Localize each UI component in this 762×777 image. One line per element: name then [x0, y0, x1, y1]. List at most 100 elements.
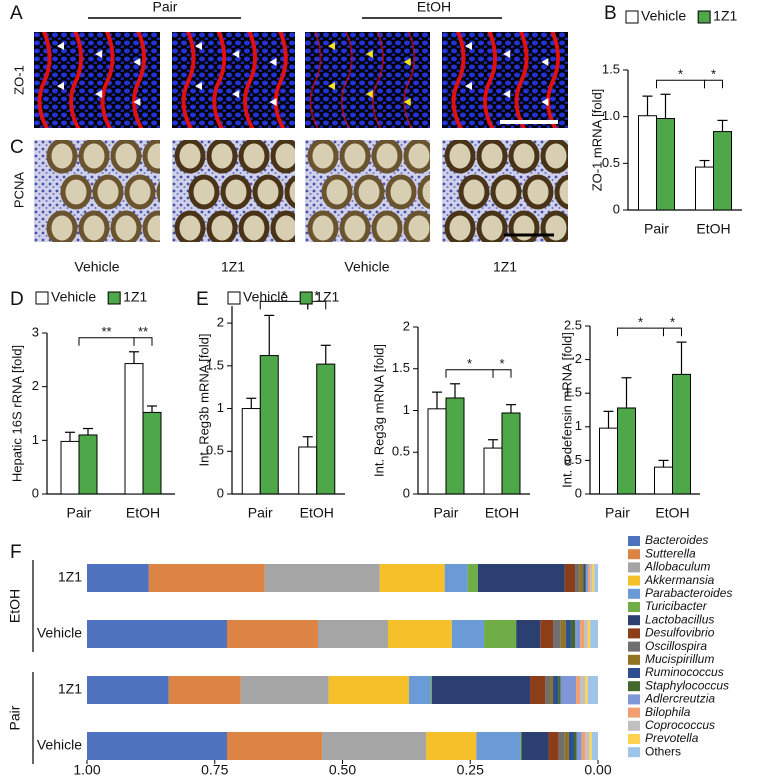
- row-label: 1Z1: [58, 569, 82, 585]
- y-tick-label: 0.5: [392, 444, 410, 459]
- crypt: [78, 210, 110, 242]
- significance-label: *: [499, 356, 504, 371]
- segment: [575, 620, 581, 648]
- crypt: [78, 140, 110, 174]
- stain-label: ZO-1: [11, 65, 26, 95]
- segment: [580, 676, 586, 704]
- legend-label: Staphylococcus: [645, 678, 729, 692]
- y-tick-label: 1.0: [602, 108, 620, 123]
- legend-label: 1Z1: [315, 289, 339, 305]
- segment: [570, 620, 576, 648]
- legend-swatch: [628, 694, 640, 705]
- legend-swatch: [628, 549, 640, 560]
- epithelium: [243, 32, 257, 128]
- bar: [142, 411, 162, 495]
- y-tick-label: 1: [217, 400, 224, 415]
- y-tick-label: 2: [32, 378, 39, 393]
- segment: [575, 564, 580, 592]
- segment: [585, 564, 587, 592]
- legend-label: Vehicle: [243, 289, 288, 305]
- arrowhead: [95, 50, 103, 58]
- y-tick-label: 1.5: [564, 385, 582, 400]
- crypt: [540, 140, 568, 174]
- arrowhead: [465, 42, 472, 50]
- segment: [87, 620, 228, 648]
- crypt: [270, 140, 295, 174]
- segment: [576, 732, 582, 760]
- segment: [558, 732, 565, 760]
- bar: [617, 407, 636, 495]
- segment: [264, 564, 380, 592]
- epithelium: [372, 32, 384, 128]
- arrowhead: [328, 42, 335, 50]
- crypt: [403, 210, 430, 242]
- y-axis-label: Int. Reg3g mRNA [fold]: [371, 344, 386, 477]
- x-tick-label: 0.50: [329, 762, 356, 777]
- legend-label: Mucispirillum: [645, 652, 714, 666]
- legend-label: 1Z1: [713, 8, 737, 24]
- segment: [379, 564, 445, 592]
- y-axis-label: Hepatic 16S rRNA [fold]: [9, 345, 24, 482]
- segment: [521, 732, 549, 760]
- legend-swatch: [628, 720, 640, 731]
- arrowhead: [195, 82, 202, 90]
- bar: [259, 355, 279, 495]
- x-tick-label: EtOH: [485, 505, 519, 521]
- arrowhead: [269, 58, 277, 66]
- segment: [227, 620, 318, 648]
- column-label: Vehicle: [74, 259, 119, 275]
- segment: [594, 564, 598, 592]
- y-tick-label: 2: [217, 315, 224, 330]
- bar: [483, 447, 503, 495]
- column-label: 1Z1: [221, 259, 245, 275]
- group-label: Pair: [7, 705, 23, 730]
- segment: [516, 620, 541, 648]
- segment: [581, 732, 586, 760]
- significance-label: **: [101, 324, 111, 339]
- significance-label: *: [711, 67, 716, 82]
- crypt: [92, 174, 124, 210]
- segment: [585, 676, 588, 704]
- segment: [317, 620, 388, 648]
- crypt: [339, 140, 371, 174]
- y-tick-label: 2.5: [564, 317, 582, 332]
- group-label: Pair: [153, 0, 178, 15]
- legend-swatch: [625, 10, 639, 24]
- arrowhead: [403, 98, 411, 106]
- arrowhead: [195, 42, 202, 50]
- x-tick-label: 0.00: [584, 762, 611, 777]
- column-label: 1Z1: [493, 259, 517, 275]
- crypt: [371, 210, 403, 242]
- bar: [654, 466, 673, 495]
- segment: [548, 732, 559, 760]
- crypt: [220, 174, 252, 210]
- legend-label: Vehicle: [641, 8, 686, 24]
- crypt: [174, 140, 206, 174]
- arrowhead: [232, 90, 240, 98]
- arrowhead: [403, 58, 411, 66]
- crypt: [476, 140, 508, 174]
- y-axis-label: Int. α-defensin mRNA [fold]: [559, 332, 574, 488]
- crypt: [554, 174, 568, 210]
- y-tick-label: 2: [403, 318, 410, 333]
- y-axis-label: ZO-1 mRNA [fold]: [589, 89, 604, 192]
- y-tick-label: 3: [32, 324, 39, 339]
- bar: [656, 118, 675, 211]
- segment: [560, 676, 577, 704]
- micrographs: [34, 32, 568, 242]
- crypt: [124, 174, 156, 210]
- crypt: [46, 210, 78, 242]
- segment: [530, 676, 546, 704]
- segment: [426, 732, 477, 760]
- crypt: [444, 140, 476, 174]
- charts: 00.51.01.5ZO-1 mRNA [fold]Pair EtOH* *Vehi…: [7, 8, 742, 777]
- epithelium: [212, 32, 227, 128]
- crypt: [522, 174, 554, 210]
- x-tick-label: 0.75: [201, 762, 228, 777]
- legend-swatch: [628, 615, 640, 626]
- crypt: [385, 174, 417, 210]
- stain-label: PCNA: [11, 172, 26, 208]
- crypt: [339, 210, 371, 242]
- segment: [520, 732, 522, 760]
- segment: [477, 564, 565, 592]
